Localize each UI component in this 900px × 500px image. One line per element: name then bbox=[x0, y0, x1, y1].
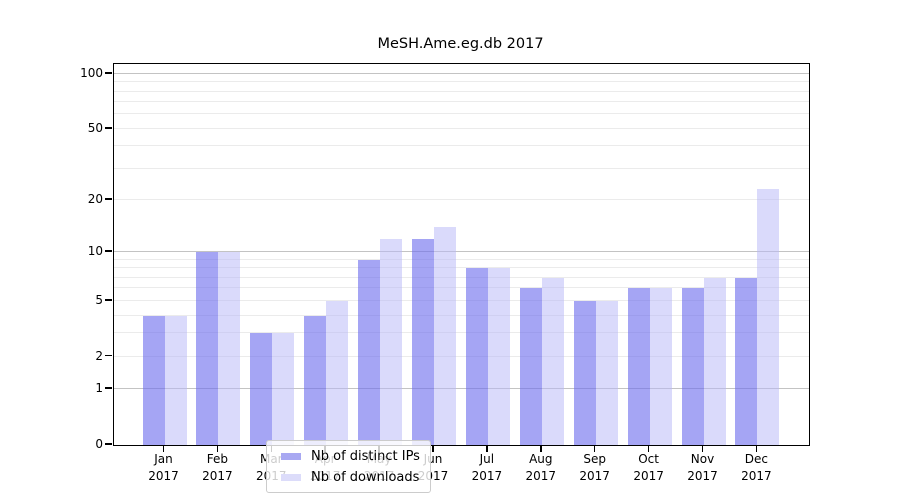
x-tick-mark-jan bbox=[162, 445, 165, 452]
y-tick-mark-5 bbox=[105, 299, 112, 301]
y-tick-mark-10 bbox=[105, 250, 112, 252]
chart-title: MeSH.Ame.eg.db 2017 bbox=[377, 36, 544, 52]
legend-label: Nb of distinct IPs bbox=[311, 448, 420, 464]
bar-ips-aug bbox=[519, 288, 542, 445]
x-tick-label-nov: Nov 2017 bbox=[687, 452, 718, 483]
x-tick-mark-jun bbox=[432, 445, 434, 452]
x-tick-mark-sep bbox=[593, 445, 596, 452]
gridline-minor-60 bbox=[114, 113, 809, 115]
bar-ips-jul bbox=[465, 268, 488, 445]
gridline-minor-90 bbox=[114, 81, 809, 83]
y-tick-mark-20 bbox=[105, 198, 112, 200]
bar-downloads-apr bbox=[326, 300, 349, 445]
x-tick-label-jul: Jul 2017 bbox=[471, 452, 503, 483]
bar-downloads-feb bbox=[218, 252, 241, 445]
x-tick-label-sep: Sep 2017 bbox=[579, 452, 610, 483]
gridline-minor-70 bbox=[114, 101, 809, 103]
x-tick-label-oct: Oct 2017 bbox=[633, 452, 664, 483]
bar-ips-nov bbox=[681, 288, 704, 445]
bar-downloads-dec bbox=[757, 189, 780, 445]
y-tick-mark-100 bbox=[105, 71, 112, 74]
gridline-minor-8 bbox=[114, 267, 809, 269]
y-tick-mark-1 bbox=[105, 387, 112, 390]
x-tick-mark-feb bbox=[216, 445, 219, 452]
gridline-minor-7 bbox=[114, 276, 809, 278]
x-tick-label-dec: Dec 2017 bbox=[741, 452, 772, 483]
y-tick-label-100: 100 bbox=[80, 65, 103, 80]
x-tick-mark-oct bbox=[647, 445, 650, 452]
gridline-minor-40 bbox=[114, 145, 809, 147]
gridline-minor-50 bbox=[114, 127, 809, 129]
gridline-minor-9 bbox=[114, 258, 809, 260]
gridline-minor-20 bbox=[114, 199, 809, 201]
x-tick-mark-aug bbox=[540, 445, 542, 452]
y-tick-label-20: 20 bbox=[87, 192, 103, 207]
gridline-minor-4 bbox=[114, 314, 809, 316]
y-tick-label-1: 1 bbox=[95, 381, 103, 396]
bar-downloads-may bbox=[380, 238, 403, 445]
y-tick-label-50: 50 bbox=[87, 120, 103, 135]
bar-ips-apr bbox=[304, 315, 327, 445]
legend-entry-downloads: Nb of downloads bbox=[267, 468, 420, 486]
bar-ips-mar bbox=[250, 333, 273, 445]
y-tick-label-10: 10 bbox=[87, 244, 103, 259]
gridline-minor-80 bbox=[114, 90, 809, 92]
y-tick-mark-50 bbox=[105, 126, 112, 129]
bar-downloads-mar bbox=[272, 333, 295, 445]
bar-downloads-jul bbox=[487, 268, 510, 445]
x-tick-mark-jul bbox=[486, 445, 488, 452]
bar-downloads-sep bbox=[595, 300, 618, 445]
bar-ips-sep bbox=[573, 300, 596, 445]
legend-swatch-icon bbox=[281, 473, 301, 481]
bar-downloads-jan bbox=[164, 315, 187, 445]
bar-ips-may bbox=[358, 259, 381, 445]
x-tick-label-feb: Feb 2017 bbox=[202, 452, 233, 483]
x-tick-label-aug: Aug 2017 bbox=[525, 452, 557, 483]
bar-ips-jun bbox=[412, 238, 434, 445]
gridline-major-10 bbox=[114, 251, 809, 253]
gridline-major-1 bbox=[114, 388, 809, 390]
gridline-minor-3 bbox=[114, 332, 809, 334]
x-tick-mark-nov bbox=[701, 445, 704, 452]
bar-downloads-jun bbox=[434, 227, 456, 445]
bar-ips-feb bbox=[196, 252, 219, 445]
bar-ips-oct bbox=[627, 288, 650, 445]
plot-area bbox=[113, 63, 810, 446]
y-tick-label-2: 2 bbox=[95, 348, 103, 363]
legend: Nb of distinct IPs Nb of downloads bbox=[266, 440, 431, 493]
y-tick-label-5: 5 bbox=[95, 292, 103, 307]
bar-downloads-oct bbox=[649, 288, 672, 445]
gridline-minor-6 bbox=[114, 287, 809, 289]
bar-downloads-aug bbox=[541, 277, 564, 445]
y-tick-mark-2 bbox=[105, 354, 112, 357]
gridline-minor-30 bbox=[114, 167, 809, 169]
legend-entry-ips: Nb of distinct IPs bbox=[267, 447, 420, 465]
x-tick-mark-dec bbox=[755, 445, 758, 452]
y-tick-label-0: 0 bbox=[95, 437, 103, 451]
legend-swatch-icon bbox=[281, 452, 301, 460]
gridline-minor-5 bbox=[114, 299, 809, 301]
bar-downloads-nov bbox=[703, 277, 726, 445]
gridline-minor-2 bbox=[114, 355, 809, 357]
bar-ips-jan bbox=[142, 315, 165, 445]
x-tick-label-jan: Jan 2017 bbox=[148, 452, 179, 483]
y-tick-mark-0 bbox=[105, 443, 112, 445]
gridline-major-100 bbox=[114, 72, 809, 74]
bar-ips-dec bbox=[735, 277, 758, 445]
legend-label: Nb of downloads bbox=[311, 469, 420, 485]
